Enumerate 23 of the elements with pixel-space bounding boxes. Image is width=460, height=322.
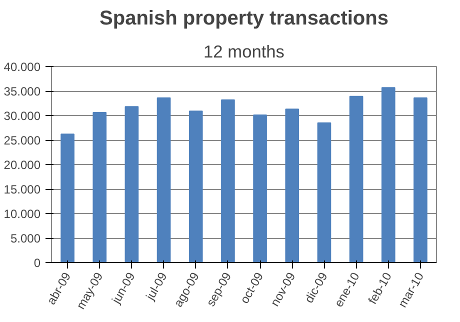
bar [221, 99, 235, 262]
bar [253, 114, 267, 262]
y-tick-label: 0 [34, 256, 41, 270]
bar [124, 106, 139, 262]
y-tick-label: 20.000 [4, 158, 41, 172]
bar [60, 134, 74, 262]
y-tick-label: 15.000 [4, 182, 41, 196]
bar [414, 97, 428, 262]
y-tick-label: 30.000 [4, 109, 41, 123]
bar [317, 122, 332, 262]
y-tick-label: 10.000 [4, 207, 41, 221]
bar [92, 112, 107, 262]
bar [285, 108, 300, 262]
y-tick-label: 25.000 [4, 134, 41, 148]
y-tick-label: 5.000 [10, 232, 41, 246]
chart-title: Spanish property transactions [100, 8, 388, 30]
y-tick-label: 35.000 [4, 84, 41, 98]
bar [188, 110, 203, 262]
bar [349, 96, 364, 262]
bar [381, 87, 396, 262]
bar [156, 97, 171, 262]
y-tick-label: 40.000 [4, 60, 41, 74]
chart-subtitle: 12 months [204, 42, 285, 62]
